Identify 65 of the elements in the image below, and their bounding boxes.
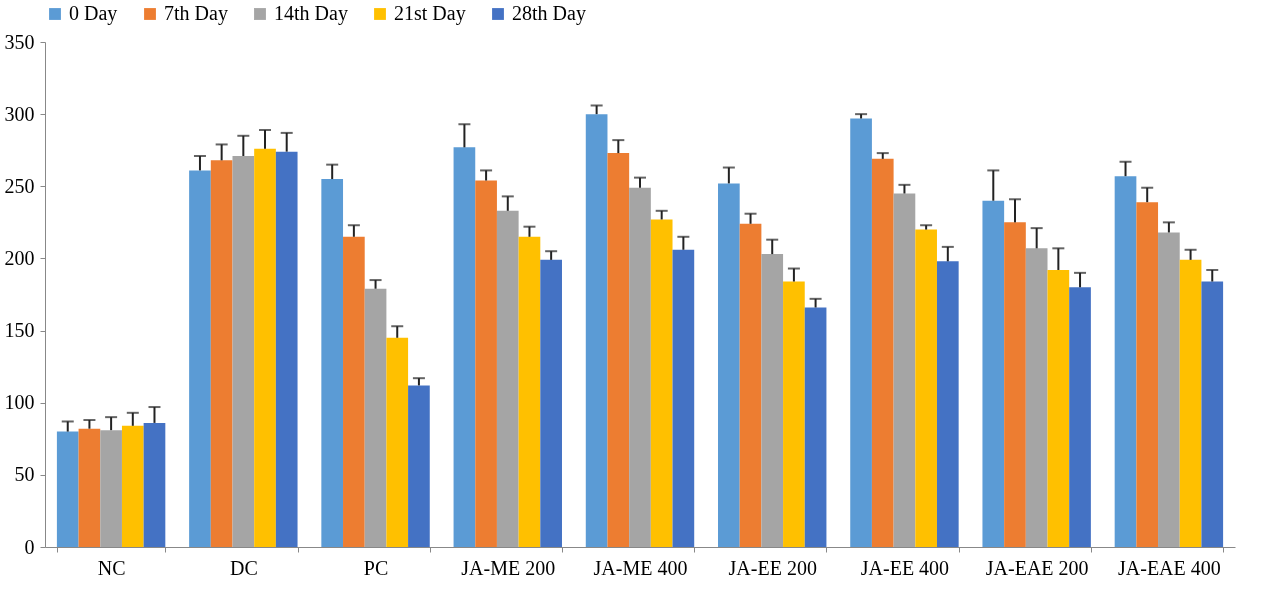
bar <box>56 431 79 547</box>
legend-label: 14th Day <box>274 2 348 25</box>
bar <box>78 428 101 547</box>
bar <box>1069 287 1091 547</box>
bar <box>143 422 166 547</box>
bar <box>210 160 233 547</box>
x-tick-label: JA-ME 400 <box>593 556 688 579</box>
bar <box>364 288 387 547</box>
bar <box>1158 232 1180 547</box>
y-tick-label: 50 <box>14 463 35 486</box>
y-tick-label: 150 <box>4 319 35 342</box>
x-tick-label: NC <box>97 556 126 579</box>
bar <box>893 193 916 547</box>
bar <box>585 114 608 547</box>
bar <box>804 307 827 547</box>
bar <box>100 430 122 547</box>
legend-label: 7th Day <box>164 2 228 25</box>
bar <box>496 210 519 547</box>
bar <box>783 281 805 547</box>
bar <box>936 261 959 547</box>
bar <box>232 155 255 547</box>
bar <box>321 179 344 547</box>
bar <box>650 219 673 547</box>
bar <box>343 236 365 547</box>
bar <box>739 223 762 547</box>
bar <box>761 254 784 547</box>
bar <box>607 153 630 547</box>
x-tick-label: JA-ME 200 <box>461 556 556 579</box>
x-tick-label: JA-EE 400 <box>860 556 950 579</box>
legend-label: 0 Day <box>69 2 118 25</box>
legend-label: 21st Day <box>394 2 466 25</box>
bar <box>386 337 409 547</box>
bar <box>1114 176 1137 547</box>
y-tick-label: 0 <box>24 535 35 558</box>
bar <box>518 236 541 547</box>
y-tick-label: 300 <box>4 102 35 125</box>
y-tick-label: 200 <box>4 246 35 269</box>
x-tick-label: DC <box>229 556 258 579</box>
bar <box>275 151 298 547</box>
bar <box>1025 248 1048 547</box>
y-tick-label: 250 <box>4 174 35 197</box>
bar <box>254 148 276 547</box>
x-tick-label: JA-EE 200 <box>728 556 817 579</box>
y-tick-label: 350 <box>4 30 35 53</box>
bar <box>189 170 211 547</box>
bar <box>718 183 740 547</box>
bar <box>629 187 651 547</box>
bar <box>1047 269 1070 547</box>
bar <box>121 425 144 547</box>
bar <box>1201 281 1224 547</box>
bar <box>1179 259 1202 547</box>
bar <box>982 200 1005 547</box>
bar <box>1004 222 1026 547</box>
y-tick-label: 100 <box>4 391 35 414</box>
x-tick-label: JA-EAE 200 <box>985 556 1089 579</box>
bar <box>1136 202 1159 547</box>
bar <box>871 158 894 547</box>
bar <box>672 249 695 547</box>
bar <box>540 259 562 547</box>
bar <box>408 385 430 547</box>
x-tick-label: JA-EAE 400 <box>1118 556 1221 579</box>
legend-label: 28th Day <box>512 2 586 25</box>
bar <box>453 147 476 547</box>
x-tick-label: PC <box>363 556 389 579</box>
bar <box>475 180 497 547</box>
